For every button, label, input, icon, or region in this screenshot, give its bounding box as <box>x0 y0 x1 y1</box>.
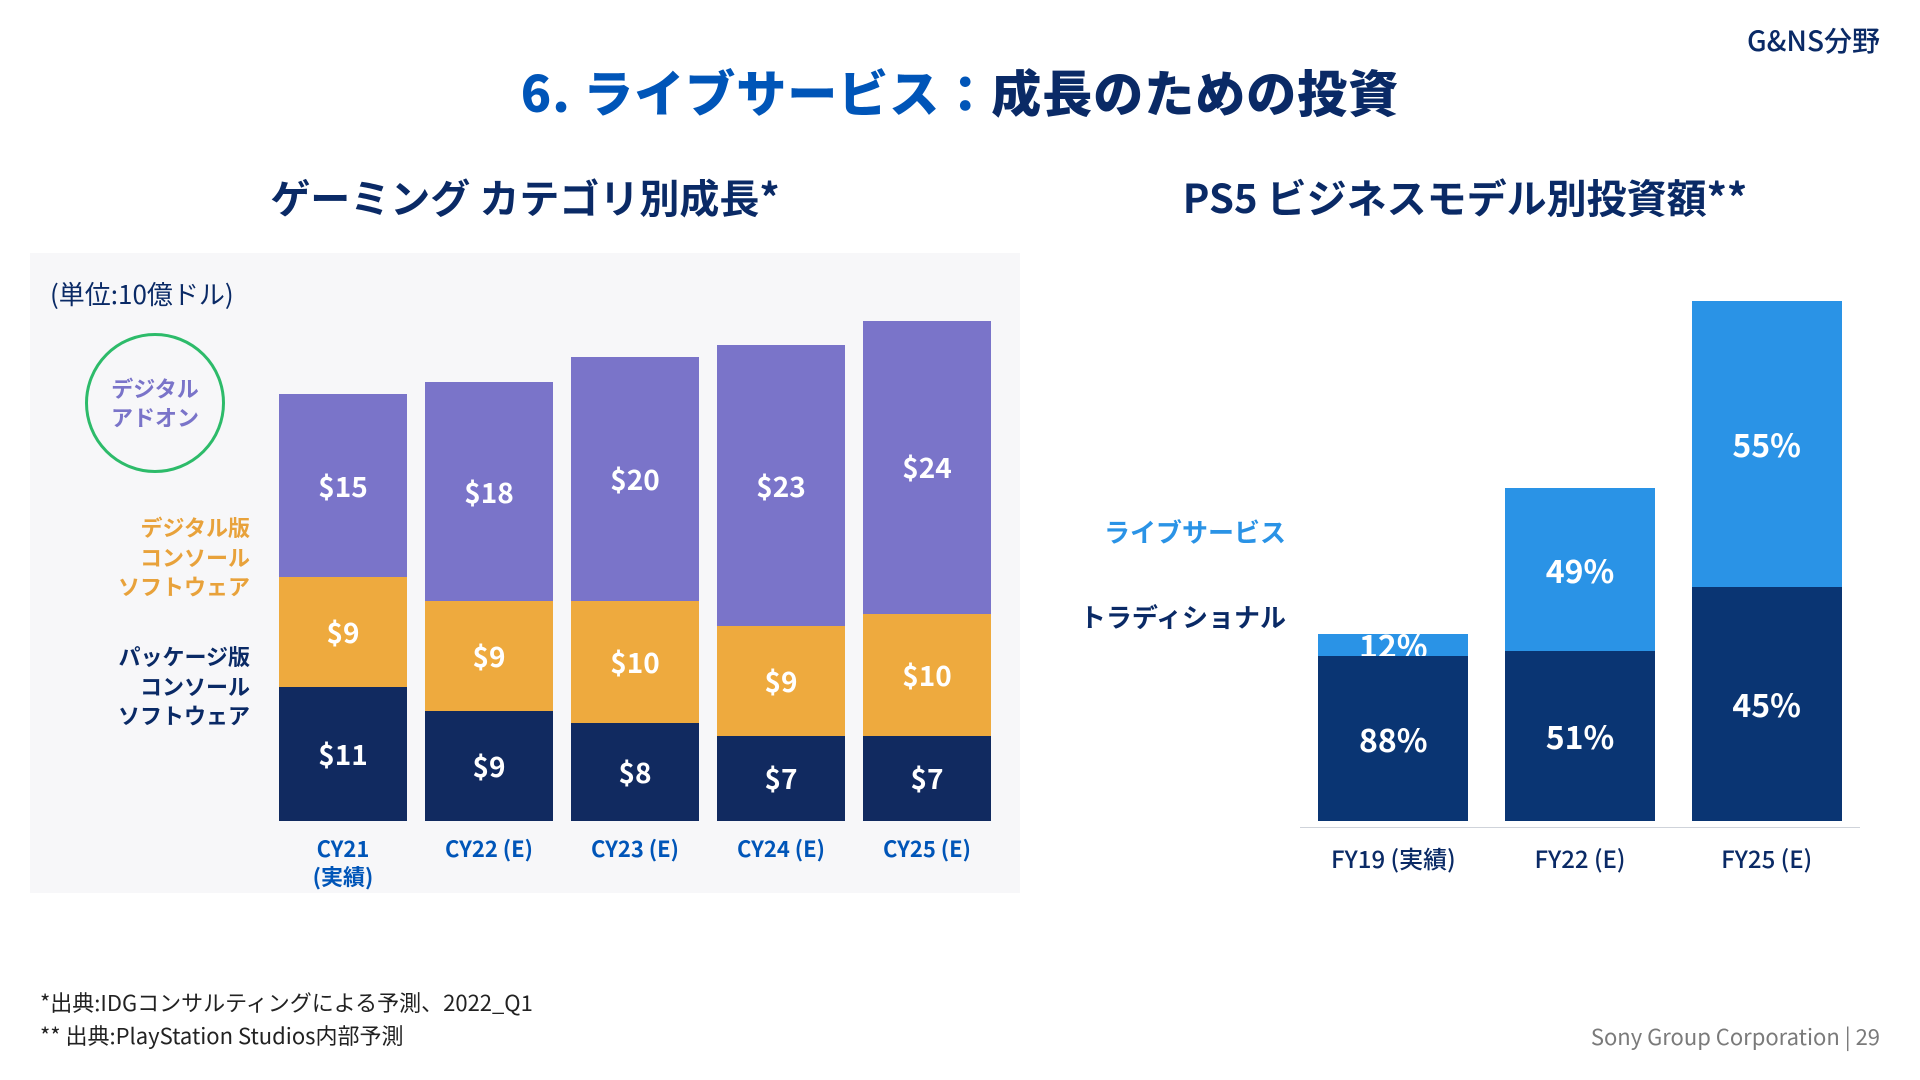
legend-addon-circle: デジタルアドオン <box>85 333 225 473</box>
bar-segment-package: $9 <box>425 711 553 821</box>
right-xaxis-row: FY19 (実績) FY22 (E) FY25 (E) <box>1300 827 1860 893</box>
bar-segment-digital: $9 <box>425 601 553 711</box>
legend-digital-sw: デジタル版コンソールソフトウェア <box>50 513 260 602</box>
bar-segment-digital: $10 <box>571 601 699 723</box>
page-title: 6. ライブサービス：成長のための投資 <box>0 0 1920 127</box>
bar-segment-package: $7 <box>863 736 991 821</box>
bar-segment-trad: 88% <box>1318 656 1468 821</box>
bar-segment-package: $7 <box>717 736 845 821</box>
right-chart-area: ライブサービス トラディショナル 88%12%51%49%45%55% FY19… <box>1070 253 1860 893</box>
bar-column: $7$9$23 <box>717 345 845 821</box>
charts-row: ゲーミング カテゴリ別成長* (単位:10億ドル) デジタルアドオン デジタル版… <box>0 127 1920 893</box>
slide: G&NS分野 6. ライブサービス：成長のための投資 ゲーミング カテゴリ別成長… <box>0 0 1920 1080</box>
bar-segment-live: 12% <box>1318 634 1468 656</box>
legend-live-service: ライブサービス <box>1070 513 1298 550</box>
bar-segment-addon: $24 <box>863 321 991 614</box>
bar-segment-trad: 51% <box>1505 651 1655 821</box>
footnote-1: *出典:IDGコンサルティングによる予測、2022_Q1 <box>40 986 533 1019</box>
left-chart-title: ゲーミング カテゴリ別成長* <box>30 167 1020 225</box>
footnote-2: ** 出典:PlayStation Studios内部予測 <box>40 1019 533 1052</box>
bar-segment-addon: $20 <box>571 357 699 601</box>
bar-column: $11$9$15 <box>279 394 407 821</box>
bar-segment-live: 49% <box>1505 488 1655 651</box>
left-chart-panel: ゲーミング カテゴリ別成長* (単位:10億ドル) デジタルアドオン デジタル版… <box>30 167 1020 893</box>
legend-traditional: トラディショナル <box>1070 598 1298 635</box>
right-legend: ライブサービス トラディショナル <box>1070 513 1298 683</box>
bar-column: 88%12% <box>1318 634 1468 821</box>
bar-segment-package: $11 <box>279 687 407 821</box>
bar-column: $8$10$20 <box>571 357 699 821</box>
bar-column: $7$10$24 <box>863 321 991 821</box>
left-chart-area: (単位:10億ドル) デジタルアドオン デジタル版コンソールソフトウェア パッケ… <box>30 253 1020 893</box>
bar-segment-addon: $15 <box>279 394 407 577</box>
x-axis-label: FY25 (E) <box>1692 828 1842 893</box>
right-bars-row: 88%12%51%49%45%55% <box>1300 263 1860 821</box>
bar-column: 51%49% <box>1505 488 1655 821</box>
left-bars-row: $11$9$15$9$9$18$8$10$20$7$9$23$7$10$24 <box>270 293 1000 821</box>
title-rest: 成長のための投資 <box>991 55 1399 127</box>
x-axis-label: CY24 (E) <box>717 827 845 893</box>
x-axis-label: FY22 (E) <box>1505 828 1655 893</box>
x-axis-label: CY23 (E) <box>571 827 699 893</box>
x-axis-label: CY25 (E) <box>863 827 991 893</box>
legend-addon-label: デジタルアドオン <box>111 374 199 431</box>
bar-column: 45%55% <box>1692 301 1842 821</box>
footnotes: *出典:IDGコンサルティングによる予測、2022_Q1 ** 出典:PlayS… <box>40 986 533 1052</box>
bar-segment-package: $8 <box>571 723 699 821</box>
bar-segment-addon: $18 <box>425 382 553 602</box>
right-chart-title: PS5 ビジネスモデル別投資額** <box>1070 167 1860 225</box>
unit-label: (単位:10億ドル) <box>50 275 234 312</box>
bar-segment-digital: $9 <box>717 626 845 736</box>
x-axis-label: CY21(実績) <box>279 827 407 893</box>
legend-package-sw: パッケージ版コンソールソフトウェア <box>50 642 260 731</box>
x-axis-label: CY22 (E) <box>425 827 553 893</box>
left-legend: デジタルアドオン デジタル版コンソールソフトウェア パッケージ版コンソールソフト… <box>50 333 260 771</box>
x-axis-label: FY19 (実績) <box>1318 828 1468 893</box>
bar-segment-digital: $10 <box>863 614 991 736</box>
bar-segment-live: 55% <box>1692 301 1842 587</box>
footer-corp: Sony Group Corporation | 29 <box>1591 1020 1880 1052</box>
right-chart-panel: PS5 ビジネスモデル別投資額** ライブサービス トラディショナル 88%12… <box>1070 167 1860 893</box>
bar-column: $9$9$18 <box>425 382 553 821</box>
bar-segment-digital: $9 <box>279 577 407 687</box>
bar-segment-addon: $23 <box>717 345 845 626</box>
left-xaxis-row: CY21(実績) CY22 (E) CY23 (E) CY24 (E) CY25 (E) <box>270 827 1000 893</box>
bar-segment-trad: 45% <box>1692 587 1842 821</box>
title-accent: 6. ライブサービス： <box>521 55 991 127</box>
segment-tag: G&NS分野 <box>1747 20 1880 60</box>
